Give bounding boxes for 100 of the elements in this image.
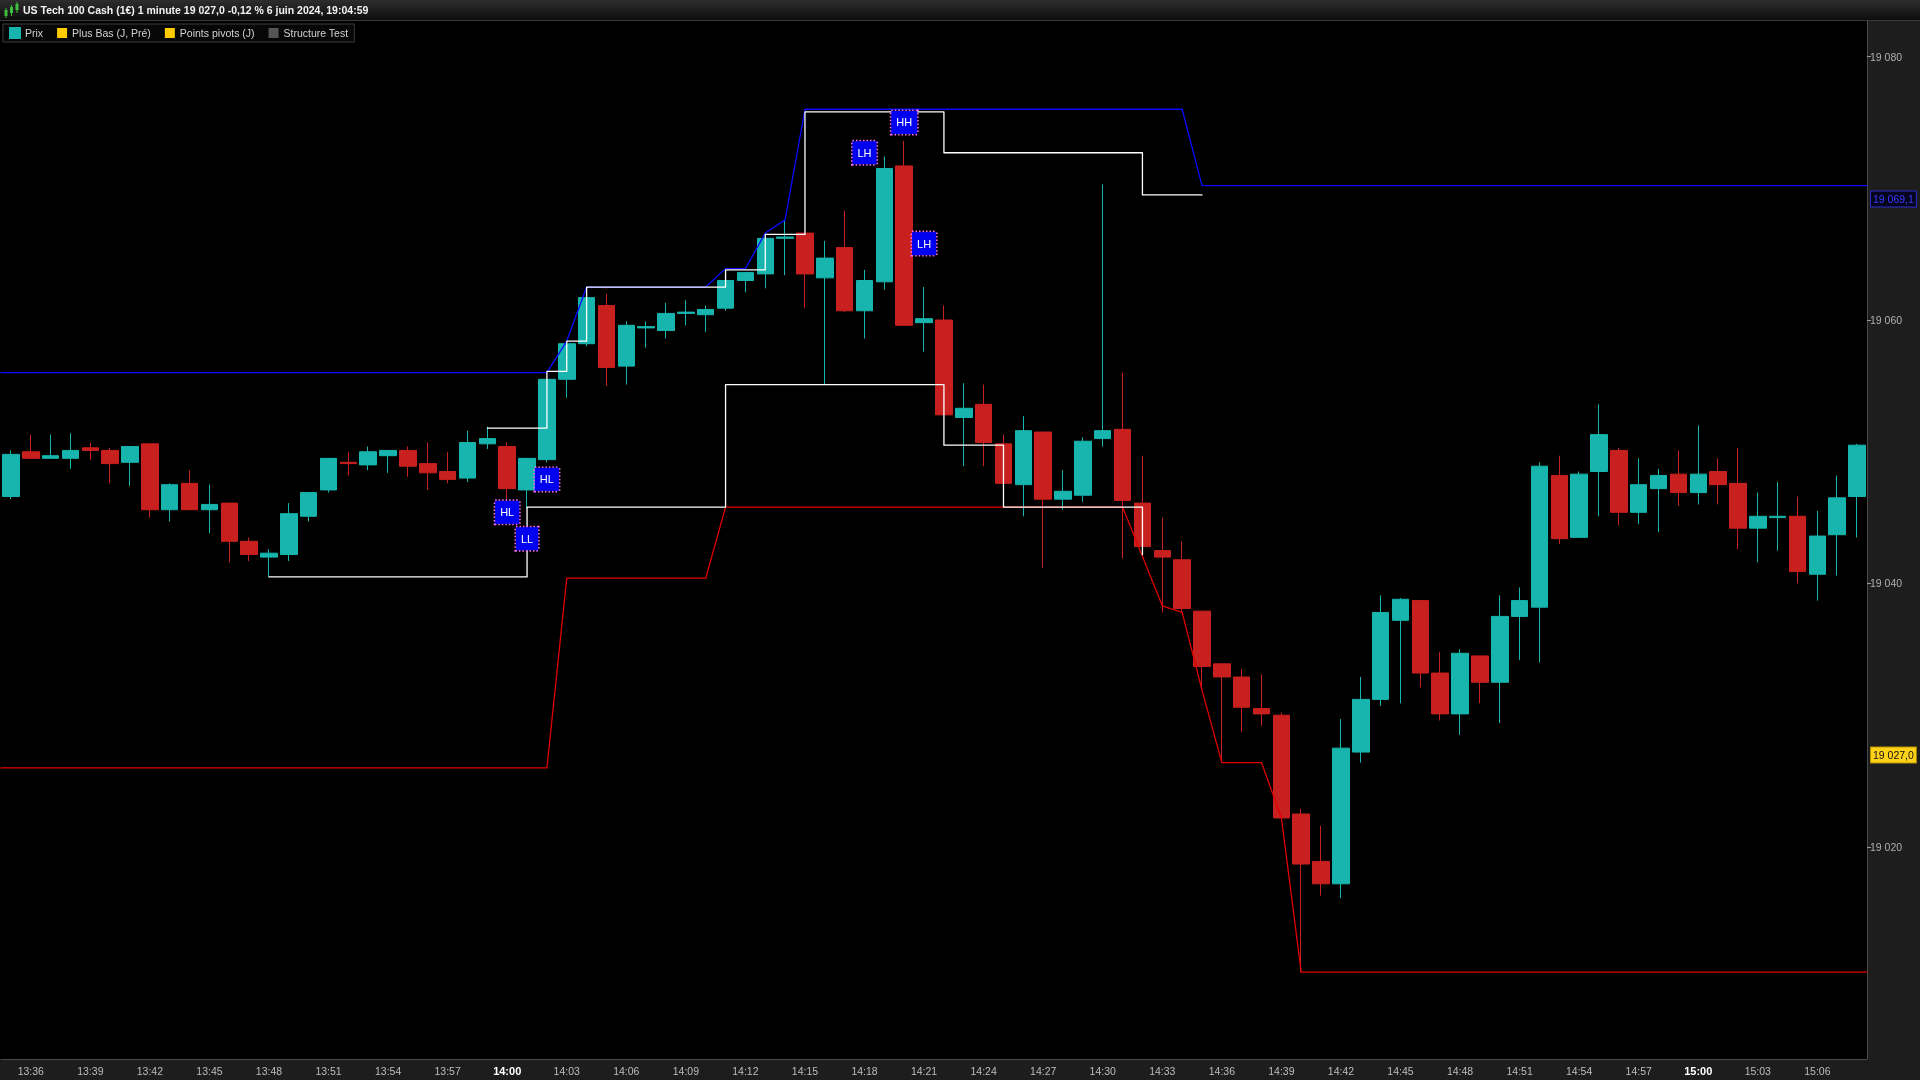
candlestick xyxy=(1729,447,1747,550)
candlestick xyxy=(1233,668,1250,733)
legend-label: Plus Bas (J, Pré) xyxy=(72,27,151,39)
candlestick xyxy=(1451,648,1469,736)
candlestick xyxy=(1709,457,1727,505)
x-tick-label: 13:36 xyxy=(17,1064,45,1077)
x-tick-label: 14:42 xyxy=(1327,1064,1355,1077)
candlestick xyxy=(1332,718,1350,899)
candlestick xyxy=(836,210,853,313)
candlestick xyxy=(399,445,417,478)
candlestick xyxy=(1650,468,1667,533)
candlestick xyxy=(300,492,317,523)
candlestick xyxy=(737,272,754,293)
candlestick xyxy=(359,445,377,471)
x-tick-label: 15:06 xyxy=(1804,1064,1831,1077)
candlestick xyxy=(260,548,278,578)
candlestick xyxy=(181,469,198,511)
x-tick-label: 14:33 xyxy=(1149,1064,1176,1077)
candlestick xyxy=(1590,403,1608,517)
candlestick xyxy=(637,320,655,349)
candlestick xyxy=(1630,457,1647,525)
legend-label: Points pivots (J) xyxy=(179,27,255,39)
candlestick xyxy=(2,449,20,500)
candlestick xyxy=(1074,436,1092,503)
candlestick xyxy=(578,297,595,347)
chart-title: US Tech 100 Cash (1€) 1 minute 19 027,0 -0,12 % 6 juin 2024, 19:04:59 xyxy=(23,3,369,18)
candlestick xyxy=(816,240,834,386)
candlestick xyxy=(1809,510,1826,602)
annotation: LL xyxy=(520,532,534,545)
candlestick xyxy=(141,443,159,519)
x-tick-label: 14:54 xyxy=(1566,1064,1593,1077)
x-tick-label: 14:27 xyxy=(1030,1064,1057,1077)
candlestick xyxy=(1789,496,1806,584)
candlestick xyxy=(1848,443,1866,538)
x-tick-label: 14:48 xyxy=(1446,1064,1474,1077)
candlestick xyxy=(1471,655,1489,704)
line-series xyxy=(0,108,1868,374)
candlestick xyxy=(618,320,635,386)
candlestick xyxy=(915,286,933,353)
candlestick xyxy=(498,442,516,500)
x-tick-label: 14:09 xyxy=(672,1064,700,1077)
candlestick xyxy=(776,219,794,276)
candlestick xyxy=(419,442,437,491)
candlestick xyxy=(518,457,536,509)
candlestick xyxy=(340,451,357,476)
candlestick xyxy=(161,482,178,523)
candlestick xyxy=(1054,469,1072,511)
candlestick xyxy=(717,280,734,312)
candlestick xyxy=(459,430,476,483)
x-tick-label: 14:45 xyxy=(1387,1064,1414,1077)
y-tick-label: 19 020 xyxy=(1870,840,1903,853)
text: 19 027,0 xyxy=(1873,749,1915,761)
candlestick xyxy=(1491,594,1509,724)
x-tick-label: 13:48 xyxy=(255,1064,283,1077)
candlestick xyxy=(320,457,337,494)
candlestick xyxy=(101,447,119,484)
annotation: HL xyxy=(500,506,515,519)
candlestick xyxy=(1154,517,1171,613)
x-tick-label: 14:06 xyxy=(613,1064,640,1077)
x-tick-label: 14:18 xyxy=(851,1064,878,1077)
x-tick-label: 14:24 xyxy=(970,1064,997,1077)
candlestick xyxy=(1769,481,1786,552)
candlestick xyxy=(975,384,992,467)
candlestick xyxy=(82,442,99,461)
legend-label: Structure Test xyxy=(283,27,349,39)
annotation: HH xyxy=(896,116,913,129)
candlestick xyxy=(62,432,79,470)
candlestick xyxy=(1034,431,1052,569)
candlestick xyxy=(1412,600,1429,689)
x-tick-label: 14:21 xyxy=(910,1064,938,1077)
candlestick xyxy=(1531,461,1548,664)
annotation: LH xyxy=(917,237,932,250)
candlestick xyxy=(280,502,298,562)
x-tick-label: 13:57 xyxy=(434,1064,461,1077)
candlestick xyxy=(121,445,139,487)
x-tick-label: 14:03 xyxy=(553,1064,581,1077)
candlestick xyxy=(1273,712,1290,819)
candlestick xyxy=(1551,455,1568,545)
annotation: LH xyxy=(857,146,872,159)
candlestick xyxy=(856,269,873,339)
candlestick xyxy=(1312,825,1330,897)
x-tick-label: 14:15 xyxy=(791,1064,819,1077)
candlestick xyxy=(895,140,913,326)
annotation: HL xyxy=(539,473,554,486)
candlestick xyxy=(657,302,675,339)
candlestick xyxy=(1094,183,1111,447)
candlestick xyxy=(42,434,59,459)
candlestick xyxy=(240,536,258,562)
candlestick xyxy=(1392,597,1409,704)
candlestick xyxy=(1670,449,1687,507)
candlestick xyxy=(538,378,556,463)
candlestick xyxy=(995,434,1012,484)
y-tick-label: 19 080 xyxy=(1870,50,1903,63)
candlestick xyxy=(22,434,40,459)
line-series xyxy=(0,506,1868,973)
candlestick xyxy=(796,232,814,309)
candlestick xyxy=(439,451,456,484)
candlestick xyxy=(379,449,397,474)
x-tick-label: 13:39 xyxy=(77,1064,104,1077)
y-tick-label: 19 060 xyxy=(1870,314,1903,327)
